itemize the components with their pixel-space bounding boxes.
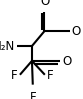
Text: O: O: [62, 55, 71, 68]
Text: F: F: [29, 91, 36, 99]
Text: H₂N: H₂N: [0, 40, 15, 53]
Text: F: F: [47, 69, 54, 82]
Text: F: F: [11, 69, 17, 82]
Text: O: O: [72, 25, 81, 38]
Text: O: O: [41, 0, 50, 8]
